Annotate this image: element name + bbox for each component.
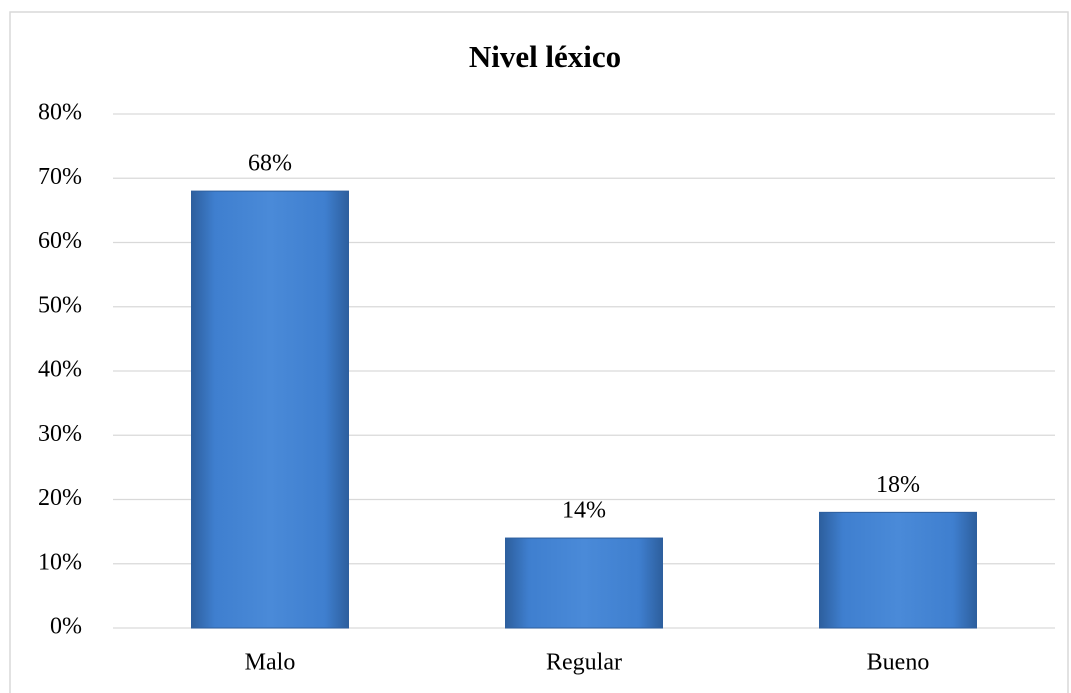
y-tick-label: 30% xyxy=(38,421,82,447)
bar xyxy=(191,190,349,629)
x-tick-label: Regular xyxy=(546,650,622,676)
y-tick-label: 70% xyxy=(38,164,82,190)
data-label: 68% xyxy=(248,151,292,177)
y-tick-label: 10% xyxy=(38,549,82,575)
y-tick-label: 0% xyxy=(50,614,82,640)
y-tick-label: 20% xyxy=(38,485,82,511)
y-tick-label: 40% xyxy=(38,357,82,383)
y-tick-label: 60% xyxy=(38,228,82,254)
bar xyxy=(505,537,663,629)
data-label: 18% xyxy=(876,472,920,498)
chart-title: Nivel léxico xyxy=(469,39,621,74)
y-tick-label: 80% xyxy=(38,100,82,126)
y-tick-label: 50% xyxy=(38,292,82,318)
x-tick-label: Bueno xyxy=(867,650,930,676)
data-label: 14% xyxy=(562,498,606,524)
x-tick-label: Malo xyxy=(245,650,296,676)
bar xyxy=(819,511,977,629)
